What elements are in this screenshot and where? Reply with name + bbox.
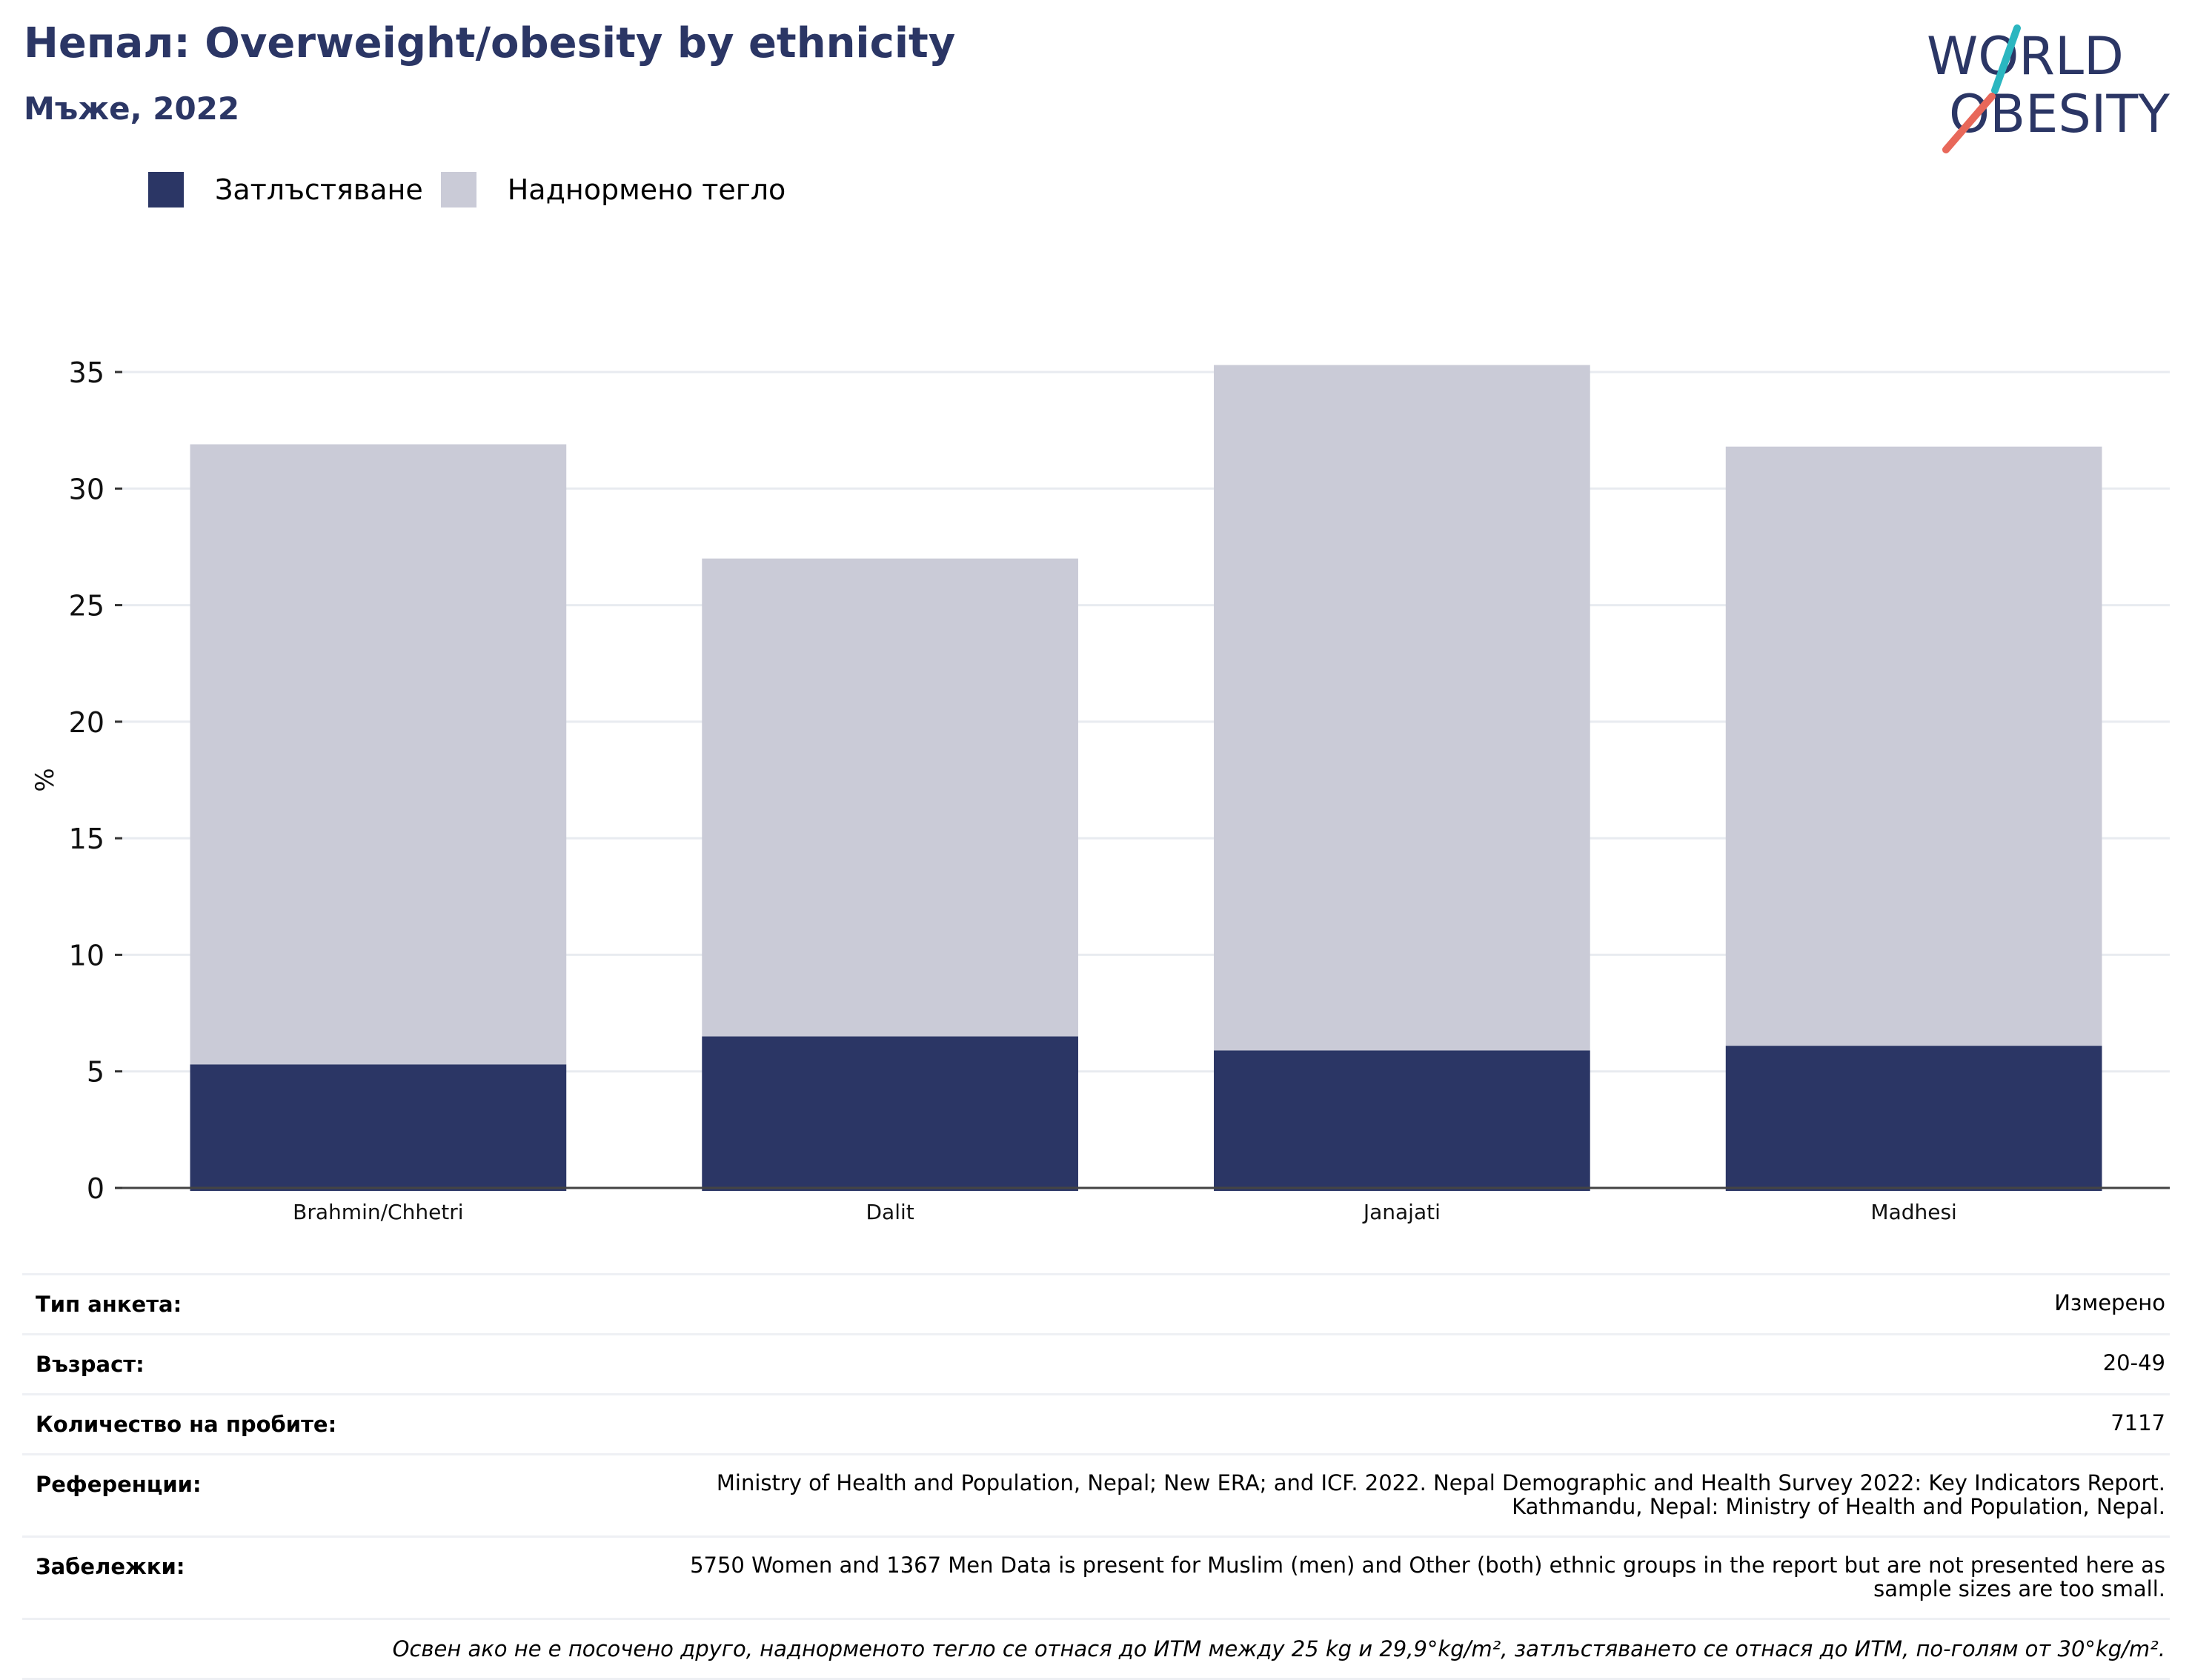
y-tick-label: 15	[69, 823, 104, 855]
legend-swatch-obesity	[148, 172, 184, 207]
chart-legend: Затлъстяване Наднормено тегло	[148, 169, 803, 210]
info-row-survey-type: Тип анкета: Измерено	[22, 1273, 2170, 1333]
bar-obesity	[1725, 1046, 2102, 1191]
info-value: Измерено	[2054, 1290, 2165, 1315]
logo-word-world: WORLD	[1927, 26, 2124, 87]
y-axis-label: %	[30, 768, 60, 791]
chart-title: Непал: Overweight/obesity by ethnicity	[24, 19, 956, 67]
x-tick-label: Brahmin/Chhetri	[293, 1200, 463, 1224]
info-key: Количество на пробите:	[36, 1412, 337, 1437]
info-row-references: Референции: Ministry of Health and Popul…	[22, 1453, 2170, 1535]
stacked-bar-chart: 0 5 10 15 20 25 30 35% Brahmin/Chhetri Dalit Janaj…	[30, 356, 2170, 1224]
info-value: 7117	[2110, 1410, 2165, 1435]
chart-subtitle: Мъже, 2022	[24, 90, 240, 127]
info-row-age: Възраст: 20-49	[22, 1333, 2170, 1393]
y-tick-label: 0	[87, 1172, 104, 1205]
logo-slash-coral	[1942, 93, 1996, 153]
y-tick-label: 30	[69, 473, 104, 505]
y-tick-label: 10	[69, 939, 104, 972]
y-tick-label: 5	[87, 1056, 104, 1089]
x-tick-label: Madhesi	[1870, 1200, 1956, 1224]
bmi-definition-note: Освен ако не е посочено друго, наднормен…	[22, 1617, 2170, 1680]
logo-slash-teal	[1991, 24, 2021, 94]
legend-label-overweight: Наднормено тегло	[507, 173, 786, 206]
legend-swatch-overweight	[440, 172, 476, 207]
info-value: 20-49	[2102, 1350, 2165, 1375]
legend-item-overweight: Наднормено тегло	[440, 172, 786, 207]
logo-word-obesity: OBESITY	[1949, 84, 2170, 145]
bar-overweight	[190, 444, 567, 1065]
info-row-sample-size: Количество на пробите: 7117	[22, 1393, 2170, 1453]
y-tick-label: 35	[69, 356, 104, 389]
info-key: Референции:	[36, 1472, 202, 1497]
y-tick-label: 20	[69, 706, 104, 739]
bar-overweight	[1214, 365, 1590, 1051]
bar-overweight	[702, 558, 1078, 1037]
bar-obesity	[190, 1064, 567, 1191]
info-value: Ministry of Health and Population, Nepal…	[716, 1470, 2165, 1519]
info-key: Забележки:	[36, 1553, 185, 1579]
legend-label-obesity: Затлъстяване	[215, 173, 423, 206]
info-key: Възраст:	[36, 1352, 145, 1377]
bar-obesity	[1214, 1050, 1590, 1191]
legend-item-obesity: Затлъстяване	[148, 172, 423, 207]
x-tick-label: Janajati	[1362, 1200, 1441, 1224]
y-tick-label: 25	[69, 590, 104, 622]
info-value: 5750 Women and 1367 Men Data is present …	[690, 1552, 2165, 1601]
info-table: Тип анкета: Измерено Възраст: 20-49 Коли…	[22, 1273, 2170, 1680]
bar-obesity	[702, 1036, 1078, 1191]
info-row-notes: Забележки: 5750 Women and 1367 Men Data …	[22, 1535, 2170, 1618]
bar-overweight	[1725, 446, 2102, 1046]
info-key: Тип анкета:	[36, 1292, 182, 1317]
world-obesity-logo: WORLD OBESITY	[1927, 24, 2170, 153]
x-tick-label: Dalit	[866, 1200, 914, 1224]
